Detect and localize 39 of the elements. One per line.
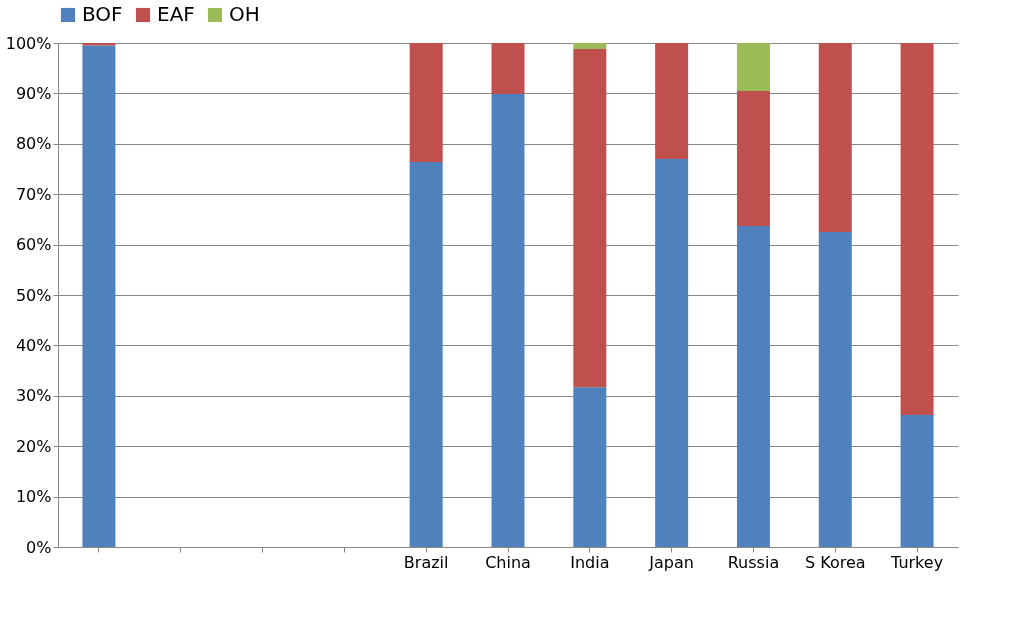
bar [900,414,934,547]
y-tick-label: 0% [26,537,52,557]
bar [736,90,770,226]
bar [409,161,443,547]
y-tick-label: 10% [15,487,52,507]
bar [573,387,607,547]
bar [818,43,852,232]
bar [818,232,852,547]
y-tick-label: 20% [15,436,52,456]
y-tick-label: 40% [15,335,52,355]
x-tick-label: China [485,552,531,572]
legend-label: BOF [82,2,123,26]
y-tick-label: 30% [15,386,52,406]
bar [900,43,934,415]
bar [491,43,525,94]
bar [82,43,116,46]
y-tick-label: 50% [15,285,52,305]
bar [655,158,689,547]
bar [655,43,689,159]
x-tick-label: Russia [727,552,780,572]
bar [736,43,770,91]
y-tick-label: 80% [15,134,52,154]
legend-label: EAF [157,2,195,26]
bar [736,225,770,547]
bar [491,93,525,547]
y-tick-label: 100% [5,33,52,53]
y-tick-label: 70% [15,184,52,204]
x-tick-label: Turkey [890,552,944,572]
x-tick-label: India [570,552,610,572]
x-tick-label: Japan [648,552,694,572]
bar [573,49,607,388]
bar [409,43,443,162]
y-tick-label: 60% [15,235,52,255]
bar [573,43,607,50]
legend-label: OH [229,2,260,26]
x-tick-label: S Korea [804,552,866,572]
bar [82,45,116,547]
y-tick-label: 90% [15,83,52,103]
x-tick-label: Brazil [403,552,449,572]
